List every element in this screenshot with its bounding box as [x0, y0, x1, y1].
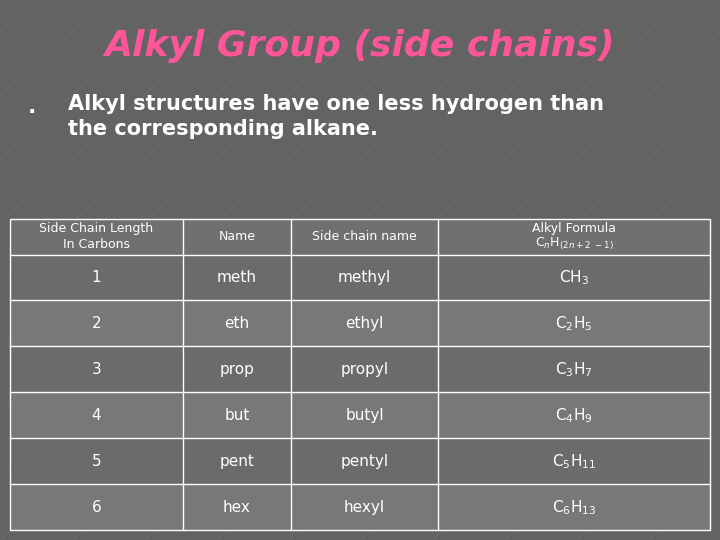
Text: prop: prop	[220, 362, 254, 377]
Text: but: but	[224, 408, 250, 423]
Text: C$_5$H$_{11}$: C$_5$H$_{11}$	[552, 452, 596, 471]
Text: the corresponding alkane.: the corresponding alkane.	[68, 118, 378, 139]
Text: Name: Name	[218, 230, 256, 243]
FancyBboxPatch shape	[10, 393, 710, 438]
Text: hex: hex	[223, 500, 251, 515]
Text: C$_n$H$_{(2n+2\ -1)}$: C$_n$H$_{(2n+2\ -1)}$	[535, 235, 613, 252]
Text: Alkyl Group (side chains): Alkyl Group (side chains)	[104, 29, 616, 63]
Bar	[10, 219, 710, 530]
Text: C$_3$H$_7$: C$_3$H$_7$	[555, 360, 593, 379]
Text: Alkyl structures have one less hydrogen than: Alkyl structures have one less hydrogen …	[68, 93, 604, 114]
Text: C$_4$H$_9$: C$_4$H$_9$	[555, 406, 593, 425]
FancyBboxPatch shape	[10, 219, 710, 254]
Text: propyl: propyl	[341, 362, 389, 377]
Text: meth: meth	[217, 270, 257, 285]
Text: 3: 3	[91, 362, 102, 377]
Text: methyl: methyl	[338, 270, 391, 285]
Text: hexyl: hexyl	[344, 500, 385, 515]
Text: butyl: butyl	[346, 408, 384, 423]
Text: C$_2$H$_5$: C$_2$H$_5$	[556, 314, 593, 333]
FancyBboxPatch shape	[10, 438, 710, 484]
Text: 4: 4	[91, 408, 102, 423]
Text: ·: ·	[28, 102, 37, 123]
Text: 6: 6	[91, 500, 102, 515]
Text: C$_6$H$_{13}$: C$_6$H$_{13}$	[552, 498, 596, 517]
Text: Side Chain Length
In Carbons: Side Chain Length In Carbons	[40, 222, 153, 251]
Text: 2: 2	[91, 316, 102, 331]
Text: 5: 5	[91, 454, 102, 469]
FancyBboxPatch shape	[10, 347, 710, 393]
Text: CH$_3$: CH$_3$	[559, 268, 589, 287]
FancyBboxPatch shape	[10, 484, 710, 530]
Text: 1: 1	[91, 270, 102, 285]
FancyBboxPatch shape	[10, 254, 710, 300]
Text: eth: eth	[225, 316, 249, 331]
Text: ethyl: ethyl	[346, 316, 384, 331]
Text: Side chain name: Side chain name	[312, 230, 417, 243]
Text: pentyl: pentyl	[341, 454, 389, 469]
Text: Alkyl Formula: Alkyl Formula	[532, 222, 616, 235]
FancyBboxPatch shape	[10, 300, 710, 347]
Text: pent: pent	[220, 454, 254, 469]
